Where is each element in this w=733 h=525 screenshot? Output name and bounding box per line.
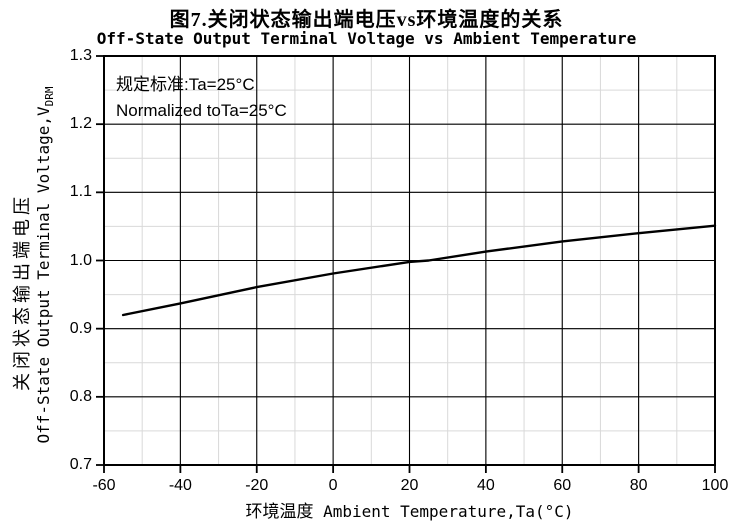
x-axis-label-chinese: 环境温度 <box>245 502 314 521</box>
y-tick-label: 1.3 <box>69 47 92 64</box>
x-tick-label: -60 <box>92 477 116 494</box>
y-tick-label: 0.7 <box>69 456 92 473</box>
y-axis-label-subscript: DRM <box>43 86 56 107</box>
x-tick-label: 60 <box>553 477 572 494</box>
x-tick-label: 100 <box>701 477 729 494</box>
x-axis-label-english: Ambient Temperature,Ta(°C) <box>313 502 574 521</box>
annotation-standard-condition: 规定标准:Ta=25°C <box>116 75 255 94</box>
y-axis-label-chinese: 关闭状态输出端电压 <box>12 193 32 391</box>
x-axis-label: 环境温度 Ambient Temperature,Ta(°C) <box>104 497 715 522</box>
x-tick-label: 20 <box>400 477 419 494</box>
x-tick-label: 0 <box>328 477 338 494</box>
y-tick-label: 1.2 <box>69 115 92 133</box>
y-tick-label: 0.9 <box>69 319 92 337</box>
chart-title-chinese: 图7.关闭状态输出端电压vs环境温度的关系 <box>169 9 564 31</box>
x-tick-label: 40 <box>476 477 495 494</box>
annotation-normalized: Normalized toTa=25°C <box>116 101 287 120</box>
x-tick-label: -20 <box>245 477 269 494</box>
y-tick-label: 1.1 <box>69 183 92 201</box>
chart-title-english: Off-State Output Terminal Voltage vs Amb… <box>96 29 637 48</box>
data-curve <box>121 224 717 317</box>
x-tick-label: 80 <box>629 477 648 494</box>
y-tick-label: 1.0 <box>69 251 92 269</box>
y-tick-label: 0.8 <box>69 387 92 405</box>
x-tick-label: -40 <box>168 477 192 494</box>
